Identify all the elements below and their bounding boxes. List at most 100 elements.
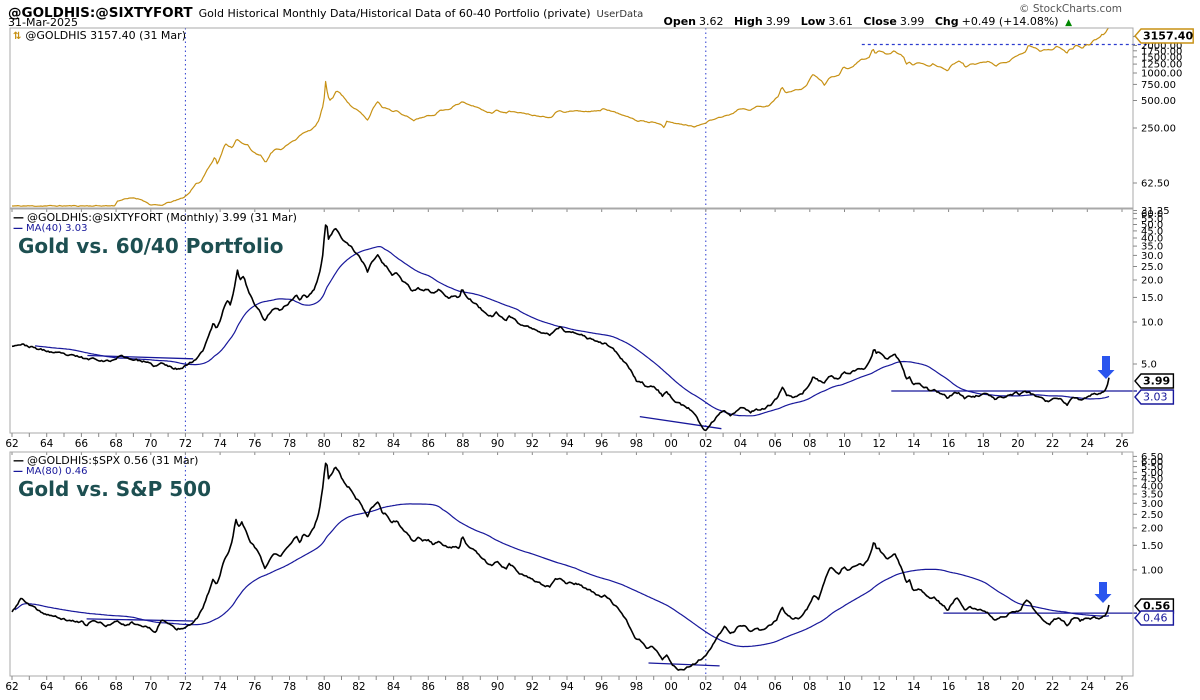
panel2-ma-legend-text: MA(40) 3.03 (26, 223, 88, 234)
panel-border (9, 208, 1134, 434)
x-axis-label: 88 (456, 438, 469, 450)
x-axis-label: 94 (560, 438, 574, 450)
open-label: Open (663, 15, 696, 28)
x-axis-label: 62 (5, 438, 18, 450)
price-line (11, 462, 1110, 671)
high-value: 3.99 (765, 15, 791, 28)
source-tag: UserData (596, 9, 644, 20)
symbol-description: Gold Historical Monthly Data/Historical … (198, 7, 591, 20)
x-axis-label: 16 (942, 681, 956, 693)
x-axis-label: 90 (491, 438, 504, 450)
close-value: 3.99 (899, 15, 925, 28)
x-axis-label: 98 (630, 681, 643, 693)
y-axis-label: 55.0 (1141, 214, 1163, 225)
x-axis-label: 74 (213, 681, 227, 693)
panel2-legend: — @GOLDHIS:@SIXTYFORT (Monthly) 3.99 (31 … (13, 211, 297, 224)
x-axis-label: 20 (1011, 438, 1024, 450)
x-axis-label: 90 (491, 681, 504, 693)
y-axis-label: 20.0 (1141, 276, 1163, 287)
price-tag-text: 0.56 (1143, 600, 1170, 613)
x-axis-label: 88 (456, 681, 469, 693)
panel1-legend-text: @GOLDHIS 3157.40 (31 Mar) (25, 29, 186, 42)
x-axis-label: 08 (803, 438, 816, 450)
y-axis-label: 1750.00 (1141, 46, 1182, 57)
y-axis-label: 25.0 (1141, 262, 1163, 273)
x-axis-label: 72 (179, 438, 192, 450)
symbol-title: @GOLDHIS:@SIXTYFORT (8, 5, 193, 21)
x-axis-label: 70 (144, 438, 157, 450)
y-axis-label: 31.25 (1141, 206, 1170, 217)
header-line: @GOLDHIS:@SIXTYFORT Gold Historical Month… (8, 2, 643, 21)
down-arrow-annotation (1097, 356, 1115, 379)
y-axis-label: 3.50 (1141, 490, 1163, 501)
trendline-segment (86, 618, 194, 622)
x-axis-label: 12 (873, 438, 886, 450)
y-axis-label: 6.00 (1141, 457, 1163, 468)
y-axis-label: 750.00 (1141, 80, 1176, 91)
panel-gold-vs-sp500: 6.506.005.505.004.504.003.503.002.50 2.00… (9, 451, 1175, 677)
chart-date: 31-Mar-2025 (8, 16, 78, 29)
x-axis-label: 02 (699, 681, 712, 693)
x-axis-label: 84 (387, 681, 401, 693)
x-axis-label: 12 (873, 681, 886, 693)
price-tag-text: 0.46 (1143, 612, 1168, 625)
x-axis-label: 16 (942, 438, 956, 450)
x-axis-label: 04 (734, 438, 748, 450)
x-axis-label: 26 (1115, 438, 1129, 450)
y-axis-label: 62.50 (1141, 179, 1170, 190)
x-axis-label: 10 (838, 681, 851, 693)
x-axis-label: 78 (283, 681, 296, 693)
panel3-ma-legend-text: MA(80) 0.46 (26, 466, 88, 477)
x-axis-label: 68 (109, 681, 122, 693)
panel3-legend-text: @GOLDHIS:$SPX 0.56 (31 Mar) (27, 454, 199, 467)
x-axis-label: 74 (213, 438, 227, 450)
chg-value: +0.49 (+14.08%) (961, 15, 1059, 28)
x-axis-label: 84 (387, 438, 401, 450)
close-label: Close (863, 15, 897, 28)
price-tag (1134, 610, 1175, 626)
x-axis-label: 96 (595, 438, 609, 450)
price-tag-text: 3157.40 (1143, 30, 1193, 43)
panel-gold-vs-6040: 60.055.050.045.040.035.030.025.0 20.0 15.0… (9, 208, 1175, 434)
y-axis-label: 35.0 (1141, 242, 1163, 253)
y-axis-label: 1.00 (1141, 565, 1163, 576)
y-axis-label: 45.0 (1141, 226, 1163, 237)
updown-arrows-icon: ⇅ (13, 31, 22, 42)
high-label: High (734, 15, 763, 28)
price-tag (1134, 373, 1175, 389)
x-axis: 62 64 66 68 70 72 74 76 78 80 82 84 86 88 90 92 94 96 98 00… (5, 676, 1129, 693)
panel1-legend: ⇅ @GOLDHIS 3157.40 (31 Mar) (13, 29, 186, 42)
x-axis-label: 94 (560, 681, 574, 693)
panel3-legend: — @GOLDHIS:$SPX 0.56 (31 Mar) (13, 454, 198, 467)
y-axis-label: 1000.00 (1141, 69, 1182, 80)
x-axis-label: 02 (699, 438, 712, 450)
panel2-ma-legend: — MA(40) 3.03 (13, 223, 87, 234)
x-axis-label: 00 (664, 438, 677, 450)
y-axis-label: 500.00 (1141, 96, 1176, 107)
x-axis-label: 70 (144, 681, 157, 693)
x-axis-label: 14 (907, 438, 921, 450)
panel2-title: Gold vs. 60/40 Portfolio (18, 234, 284, 258)
x-axis-label: 86 (422, 438, 436, 450)
x-axis-label: 18 (977, 681, 990, 693)
y-axis-label: 1.50 (1141, 541, 1163, 552)
x-axis-label: 14 (907, 681, 921, 693)
y-axis-label: 5.00 (1141, 468, 1163, 479)
x-axis-label: 22 (1046, 681, 1059, 693)
x-axis-label: 24 (1081, 438, 1095, 450)
x-axis-label: 06 (768, 681, 782, 693)
x-axis-label: 10 (838, 438, 851, 450)
down-arrow-annotation (1094, 582, 1112, 603)
low-value: 3.61 (828, 15, 853, 28)
y-axis-label: 2.00 (1141, 523, 1163, 534)
x-axis-label: 08 (803, 681, 816, 693)
trendline-segment (648, 662, 720, 667)
ma-line (14, 503, 1110, 648)
chg-label: Chg (934, 15, 959, 28)
price-tag-text: 3.03 (1143, 391, 1168, 404)
x-axis-label: 80 (318, 438, 331, 450)
y-axis-label: 30.0 (1141, 251, 1163, 262)
price-tag (1134, 389, 1175, 405)
